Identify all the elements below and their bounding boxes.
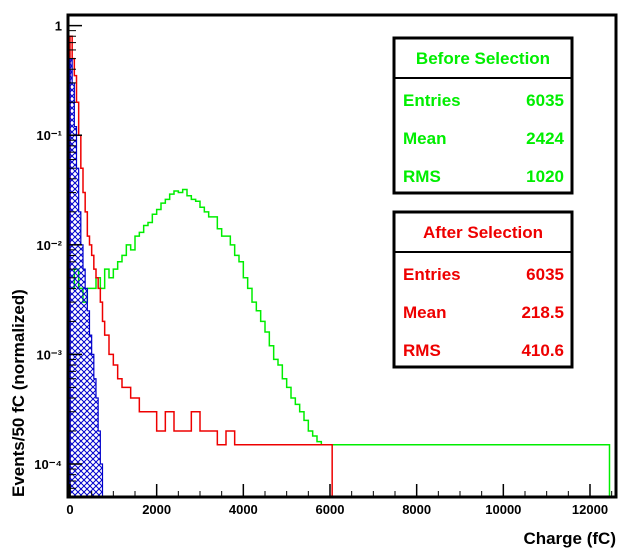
x-tick-label: 2000 bbox=[142, 502, 171, 517]
x-axis-title: Charge (fC) bbox=[523, 529, 616, 548]
plot-frame bbox=[66, 13, 618, 499]
y-axis-title: Events/50 fC (normalized) bbox=[9, 289, 28, 497]
stats-box-before-frame bbox=[392, 36, 574, 195]
stats-before-entries-value: 6035 bbox=[526, 91, 564, 110]
y-tick-label: 10⁻² bbox=[36, 238, 62, 253]
axis-ticks: 0 2000 4000 6000 8000 10000 12000 10⁻⁴ 10⁻³ 10⁻² 1… bbox=[34, 19, 613, 517]
stats-after-mean-value: 218.5 bbox=[521, 303, 564, 322]
stats-box-after: After Selection Entries 6035 Mean 218.5 … bbox=[392, 210, 574, 369]
y-tick-label: 10⁻¹ bbox=[36, 128, 62, 143]
series-before-selection bbox=[69, 188, 611, 497]
stats-after-rms-label: RMS bbox=[403, 341, 441, 360]
stats-after-entries-value: 6035 bbox=[526, 265, 564, 284]
y-tick-label: 10⁻³ bbox=[36, 347, 62, 362]
stats-after-mean-label: Mean bbox=[403, 303, 446, 322]
y-tick-label: 10⁻⁴ bbox=[34, 457, 62, 472]
x-tick-label: 6000 bbox=[316, 502, 345, 517]
stats-box-before-title: Before Selection bbox=[416, 49, 550, 68]
x-tick-label: 8000 bbox=[402, 502, 431, 517]
series-unlabeled-2 bbox=[69, 58, 104, 497]
stats-box-after-title: After Selection bbox=[423, 223, 543, 242]
stats-before-mean-value: 2424 bbox=[526, 129, 564, 148]
stats-before-rms-value: 1020 bbox=[526, 167, 564, 186]
x-tick-label: 10000 bbox=[485, 502, 521, 517]
y-tick-label: 1 bbox=[55, 19, 62, 34]
x-tick-label: 12000 bbox=[572, 502, 608, 517]
x-tick-label: 0 bbox=[66, 502, 73, 517]
x-tick-label: 4000 bbox=[229, 502, 258, 517]
series-layer bbox=[69, 35, 611, 497]
stats-before-rms-label: RMS bbox=[403, 167, 441, 186]
stats-after-entries-label: Entries bbox=[403, 265, 461, 284]
stats-after-rms-value: 410.6 bbox=[521, 341, 564, 360]
stats-box-after-frame bbox=[392, 210, 574, 369]
series-after-selection bbox=[69, 35, 333, 497]
stats-before-entries-label: Entries bbox=[403, 91, 461, 110]
stats-box-before: Before Selection Entries 6035 Mean 2424 … bbox=[392, 36, 574, 195]
stats-before-mean-label: Mean bbox=[403, 129, 446, 148]
